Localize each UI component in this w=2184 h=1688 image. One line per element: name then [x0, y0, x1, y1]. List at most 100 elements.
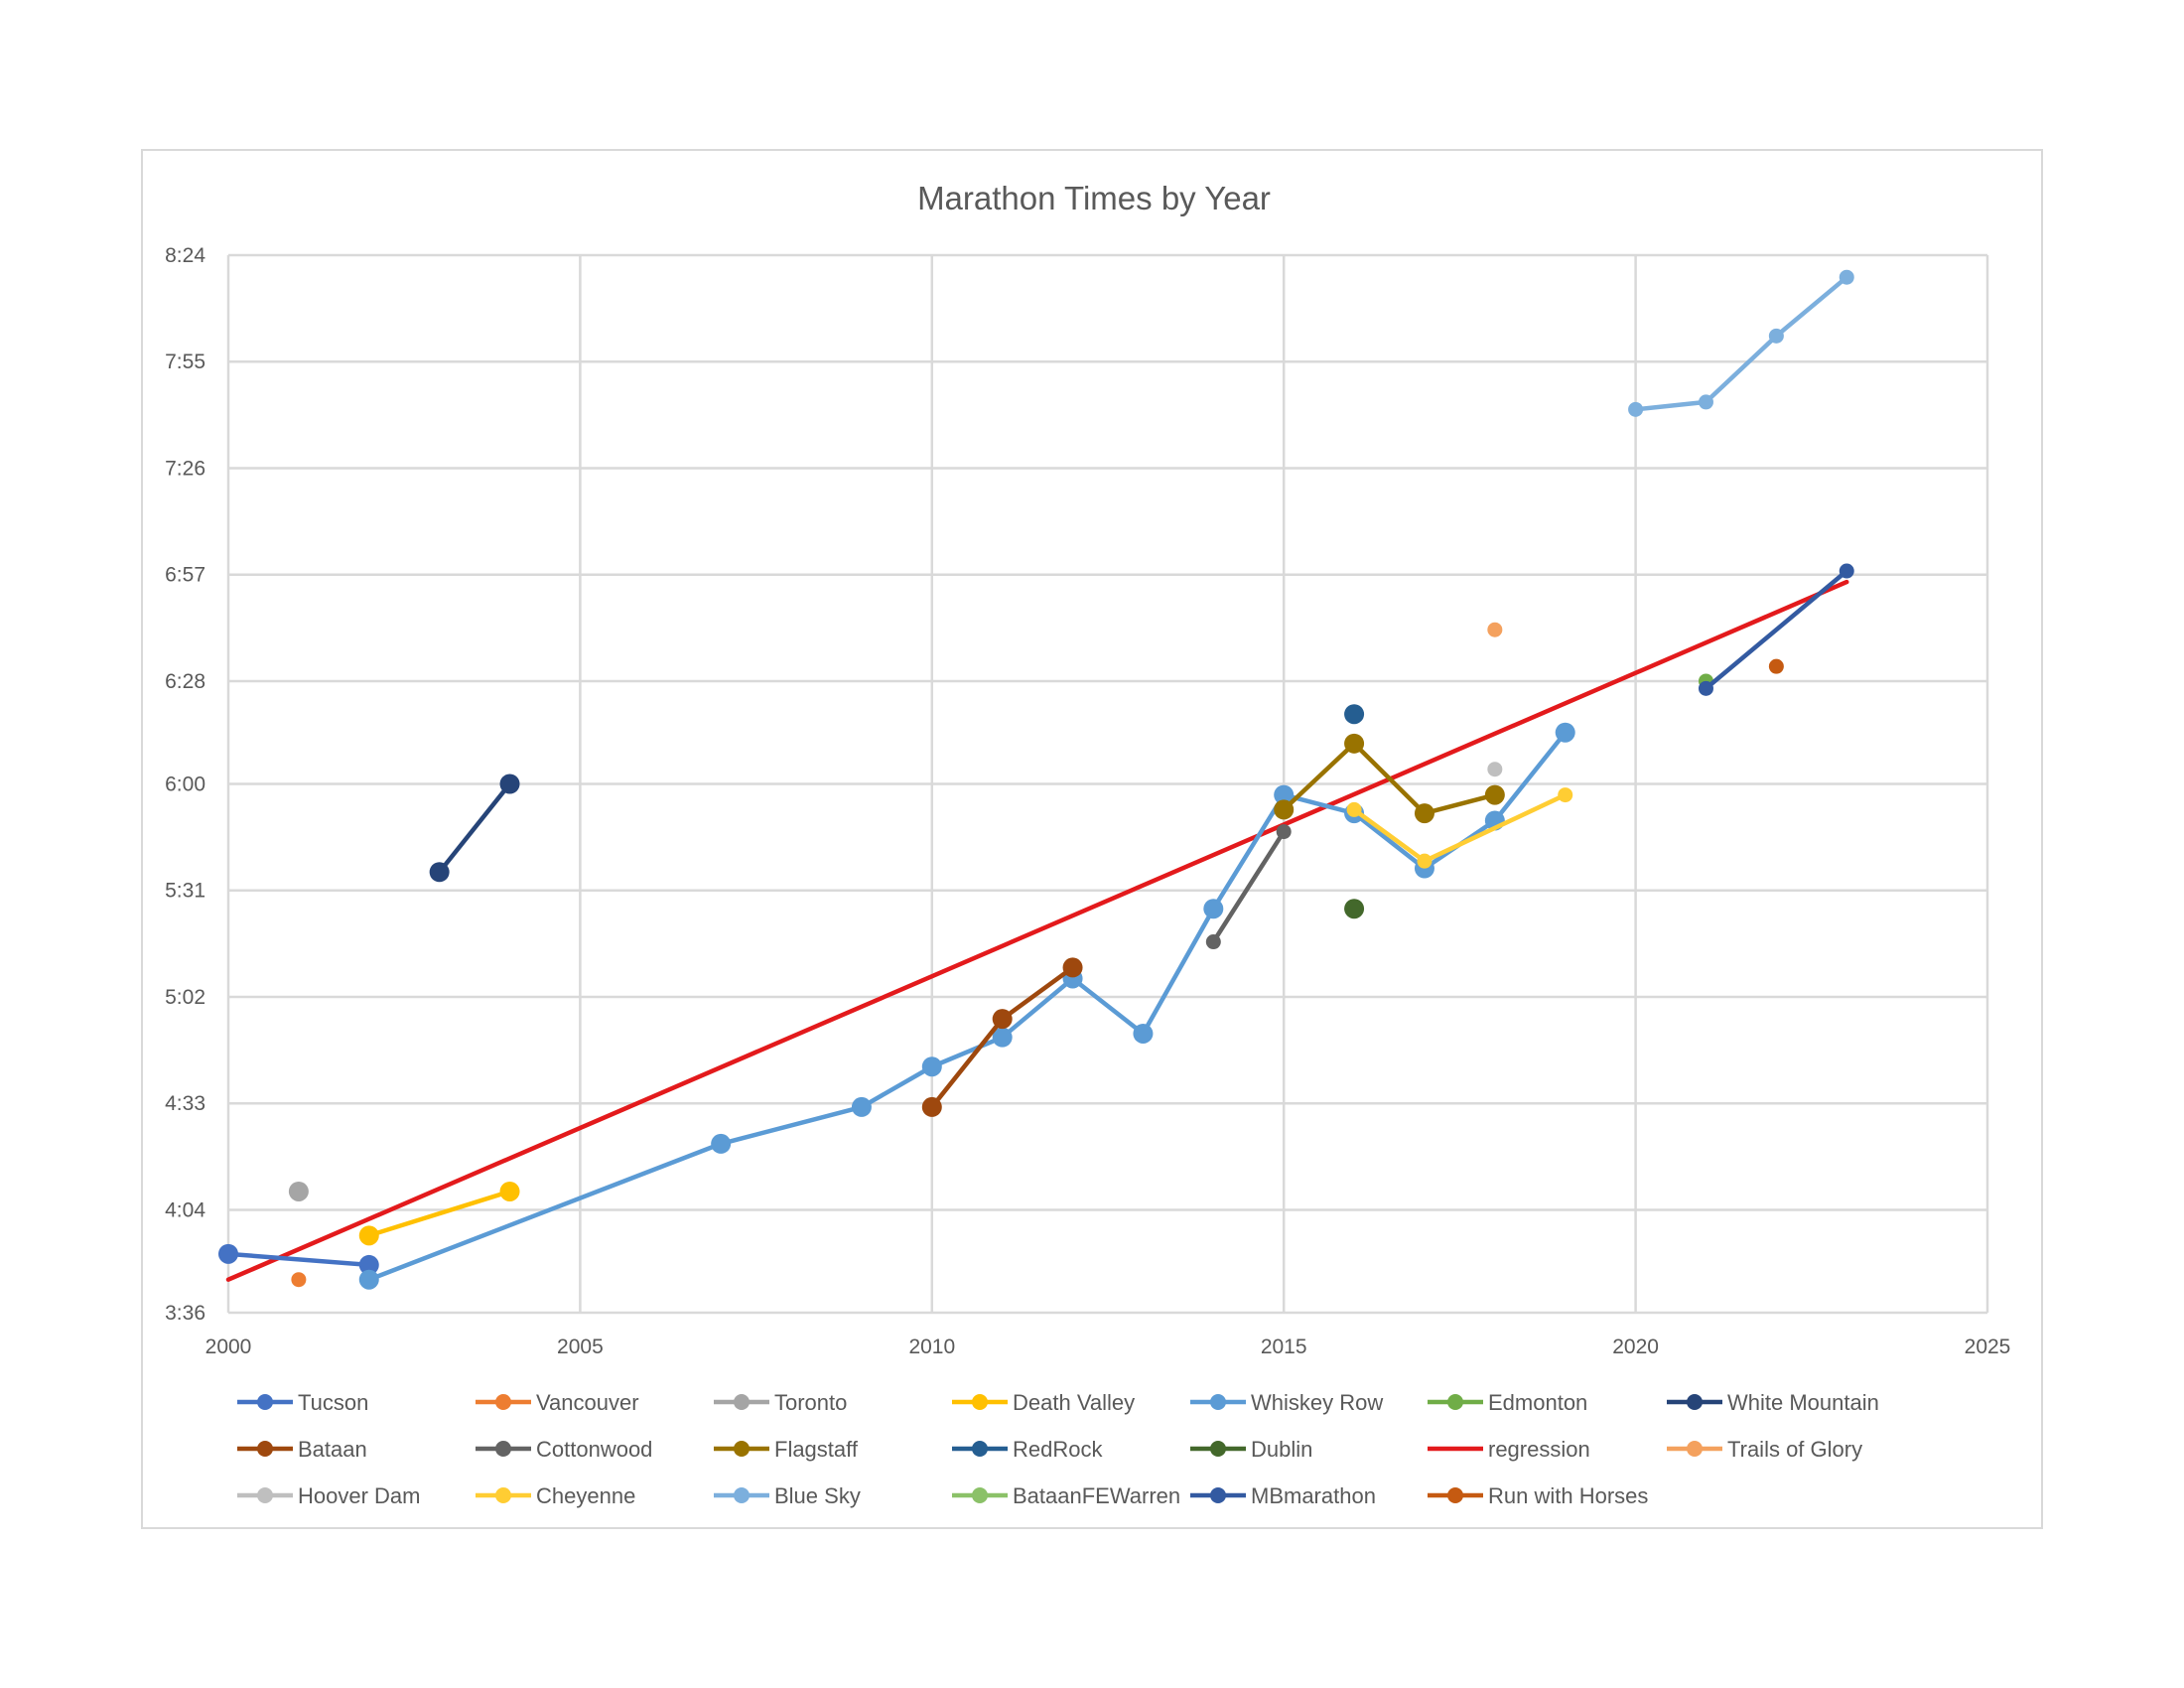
y-tick-label: 7:55 — [165, 351, 205, 373]
x-tick-label: 2025 — [1965, 1336, 2011, 1358]
series-line — [225, 1251, 372, 1268]
legend-swatch-marker — [972, 1394, 988, 1410]
legend-item: Trails of Glory — [1667, 1437, 1862, 1462]
data-point — [1346, 801, 1362, 817]
legend-item: Tucson — [237, 1390, 368, 1415]
legend-label: Trails of Glory — [1727, 1437, 1862, 1462]
data-point — [1414, 803, 1434, 824]
legend-label: Hoover Dam — [298, 1483, 420, 1508]
series-line — [1281, 741, 1498, 816]
legend-label: White Mountain — [1727, 1390, 1879, 1415]
legend-label: Toronto — [774, 1390, 847, 1415]
grid-layer — [226, 253, 1989, 1315]
legend-label: Bataan — [298, 1437, 367, 1462]
legend-label: Cheyenne — [536, 1483, 635, 1508]
data-point — [921, 1056, 942, 1077]
legend-swatch-marker — [1210, 1441, 1226, 1457]
y-tick-label: 5:02 — [165, 986, 205, 1009]
legend-item: White Mountain — [1667, 1390, 1879, 1415]
legend-swatch-marker — [734, 1441, 750, 1457]
legend-item: Flagstaff — [714, 1437, 859, 1462]
legend-item: Cheyenne — [476, 1483, 635, 1508]
legend-swatch-marker — [734, 1394, 750, 1410]
data-point — [499, 774, 520, 794]
series-line — [1704, 568, 1849, 691]
series-whiskey-row — [358, 722, 1575, 1290]
data-point — [429, 862, 450, 883]
legend-item: Cottonwood — [476, 1437, 652, 1462]
x-tick-label: 2005 — [557, 1336, 604, 1358]
data-point — [358, 1225, 379, 1246]
series-hoover-dam — [1487, 762, 1503, 777]
legend-label: Flagstaff — [774, 1437, 859, 1462]
legend-label: Blue Sky — [774, 1483, 861, 1508]
data-point — [1205, 934, 1221, 950]
data-point — [1062, 957, 1083, 978]
data-point — [1203, 899, 1224, 919]
legend-swatch-marker — [257, 1487, 273, 1503]
chart-frame: Marathon Times by Year 3:36 4:04 4:33 5:02 5… — [141, 149, 2043, 1529]
legend-item: Bataan — [237, 1437, 367, 1462]
series-cheyenne — [1346, 787, 1573, 869]
legend-swatch-marker — [734, 1487, 750, 1503]
legend-item: Run with Horses — [1428, 1483, 1648, 1508]
legend-swatch-marker — [257, 1441, 273, 1457]
series-mbmarathon — [1698, 563, 1854, 696]
data-point — [1344, 733, 1365, 754]
data-point — [1698, 680, 1713, 696]
legend-swatch-marker — [1687, 1394, 1703, 1410]
legend-swatch-marker — [972, 1441, 988, 1457]
data-point — [1344, 899, 1365, 919]
chart-title: Marathon Times by Year — [917, 180, 1271, 216]
y-tick-label: 8:24 — [165, 244, 205, 267]
series-line — [1633, 274, 1849, 412]
legend-swatch-marker — [495, 1394, 511, 1410]
legend-swatch-marker — [495, 1487, 511, 1503]
legend-swatch-marker — [1210, 1487, 1226, 1503]
legend-label: Cottonwood — [536, 1437, 652, 1462]
data-point — [1555, 722, 1575, 743]
legend-swatch-marker — [972, 1487, 988, 1503]
data-point — [358, 1269, 379, 1290]
legend-item: RedRock — [952, 1437, 1103, 1462]
data-point — [1628, 401, 1644, 417]
series-vancouver — [291, 1272, 307, 1288]
data-point — [1484, 784, 1505, 805]
legend-item: Dublin — [1190, 1437, 1312, 1462]
series-blue-sky — [1628, 269, 1854, 417]
series-tucson — [218, 1243, 379, 1275]
series-regression — [225, 579, 1849, 1282]
series-flagstaff — [1274, 733, 1505, 824]
series-layer — [218, 269, 1854, 1290]
data-point — [1487, 762, 1503, 777]
data-point — [1558, 787, 1573, 803]
series-line — [366, 730, 1568, 1282]
legend-label: Edmonton — [1488, 1390, 1587, 1415]
data-point — [1344, 704, 1365, 725]
series-dublin — [1344, 899, 1365, 919]
legend: Tucson Vancouver Toronto Death Valley Whiske… — [237, 1390, 1879, 1508]
series-toronto — [288, 1181, 309, 1201]
data-point — [1768, 328, 1784, 344]
legend-item: Edmonton — [1428, 1390, 1587, 1415]
data-point — [499, 1181, 520, 1201]
series-line — [225, 579, 1849, 1282]
y-tick-label: 4:33 — [165, 1092, 205, 1115]
data-point — [218, 1243, 238, 1264]
data-point — [1274, 784, 1295, 805]
legend-item: BataanFEWarren — [952, 1483, 1180, 1508]
legend-swatch-marker — [1687, 1441, 1703, 1457]
legend-label: BataanFEWarren — [1013, 1483, 1180, 1508]
data-point — [1133, 1023, 1154, 1044]
data-point — [921, 1096, 942, 1117]
legend-label: Tucson — [298, 1390, 368, 1415]
data-point — [711, 1133, 732, 1154]
y-tick-label: 6:00 — [165, 774, 205, 796]
data-point — [288, 1181, 309, 1201]
data-point — [1839, 563, 1854, 579]
y-tick-label: 3:36 — [165, 1302, 205, 1325]
legend-label: Death Valley — [1013, 1390, 1135, 1415]
legend-item: MBmarathon — [1190, 1483, 1376, 1508]
legend-label: regression — [1488, 1437, 1590, 1462]
data-point — [291, 1272, 307, 1288]
